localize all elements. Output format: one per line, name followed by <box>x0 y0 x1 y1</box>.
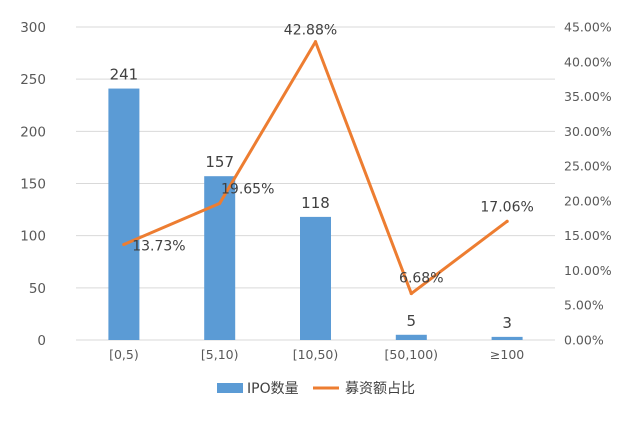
category-axis: [0,5) [5,10) [10,50) [50,100) ≥100 <box>109 347 524 362</box>
category-label: ≥100 <box>490 347 524 362</box>
legend-swatch-bar <box>217 383 243 393</box>
line-point <box>409 291 413 296</box>
category-label: [0,5) <box>109 347 139 362</box>
bar <box>108 88 140 340</box>
right-tick-label: 10.00% <box>564 263 612 278</box>
line-value-label: 17.06% <box>480 199 533 215</box>
left-tick-label: 250 <box>20 72 46 88</box>
legend: IPO数量 募资额占比 <box>217 381 415 397</box>
left-tick-label: 0 <box>37 333 46 349</box>
bar <box>300 216 331 340</box>
bar-data-labels: 241 157 118 5 3 <box>110 66 512 332</box>
bar-series <box>108 88 523 340</box>
right-tick-label: 40.00% <box>564 54 612 69</box>
bar <box>395 334 427 340</box>
line-point <box>505 219 509 223</box>
bar-value-label: 157 <box>205 153 234 171</box>
line-value-label: 42.88% <box>284 23 337 39</box>
right-axis: 0.00% 5.00% 10.00% 15.00% 20.00% 25.00% 30.00%… <box>564 20 612 348</box>
legend-label-line: 募资额占比 <box>345 381 415 397</box>
line-value-label: 6.68% <box>399 271 443 287</box>
right-tick-label: 35.00% <box>564 89 612 104</box>
right-tick-label: 15.00% <box>564 228 612 243</box>
line-value-label: 13.73% <box>132 239 185 255</box>
bar-value-label: 5 <box>407 312 417 330</box>
line-point <box>218 201 222 205</box>
category-label: [10,50) <box>293 347 339 362</box>
bar-value-label: 241 <box>110 66 139 84</box>
right-tick-label: 5.00% <box>564 298 604 313</box>
left-axis: 0 50 100 150 200 250 300 <box>20 20 46 349</box>
left-tick-label: 100 <box>20 229 46 245</box>
line-data-labels: 13.73% 19.65% 42.88% 6.68% 17.06% <box>132 23 534 287</box>
left-tick-label: 300 <box>20 20 46 36</box>
line-point <box>313 40 318 44</box>
category-label: [5,10) <box>201 347 239 362</box>
line-series <box>122 40 509 296</box>
line-point <box>122 242 126 247</box>
line-value-label: 19.65% <box>221 181 274 197</box>
right-tick-label: 0.00% <box>564 333 604 348</box>
left-tick-label: 200 <box>20 124 46 140</box>
left-tick-label: 150 <box>20 177 46 193</box>
legend-label-bar: IPO数量 <box>247 381 299 397</box>
category-label: [50,100) <box>385 347 439 362</box>
right-tick-label: 30.00% <box>564 124 612 139</box>
bar-value-label: 3 <box>502 314 512 332</box>
right-tick-label: 20.00% <box>564 193 612 208</box>
right-tick-label: 45.00% <box>564 20 612 35</box>
bar <box>491 336 523 340</box>
left-tick-label: 50 <box>29 281 46 297</box>
right-tick-label: 25.00% <box>564 159 612 174</box>
bar-value-label: 118 <box>301 194 330 212</box>
